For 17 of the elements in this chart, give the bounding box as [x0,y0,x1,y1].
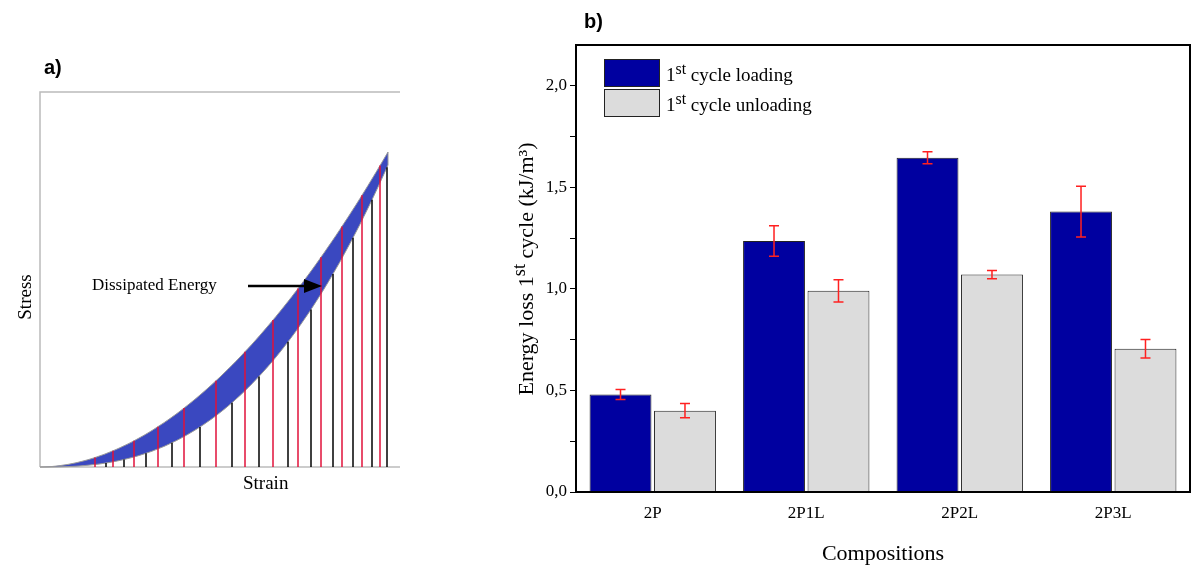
text: Strain [243,472,289,494]
y-tick-label: 2,0 [545,75,567,95]
y-tick-label: 0,0 [545,481,567,501]
y-tick-label: 0,5 [545,379,567,399]
text: Dissipated Energy [92,275,217,295]
y-tick-label: 1,0 [545,278,567,298]
text: Stress [14,274,36,320]
legend-label: 1$^{st}$ cycle unloading [666,89,812,117]
text: a) [44,56,62,79]
x-tick-label: 2P2L [941,502,979,522]
x-axis-title: Compositions [821,540,945,566]
y-tick-label: 1,5 [545,176,567,196]
chart-title: b) [584,10,603,33]
x-tick-label: 2P1L [787,502,825,522]
legend-label: 1$^{st}$ cycle loading [666,59,793,87]
x-tick-label: 2P3L [1094,502,1132,522]
x-tick-label: 2P [643,502,662,522]
